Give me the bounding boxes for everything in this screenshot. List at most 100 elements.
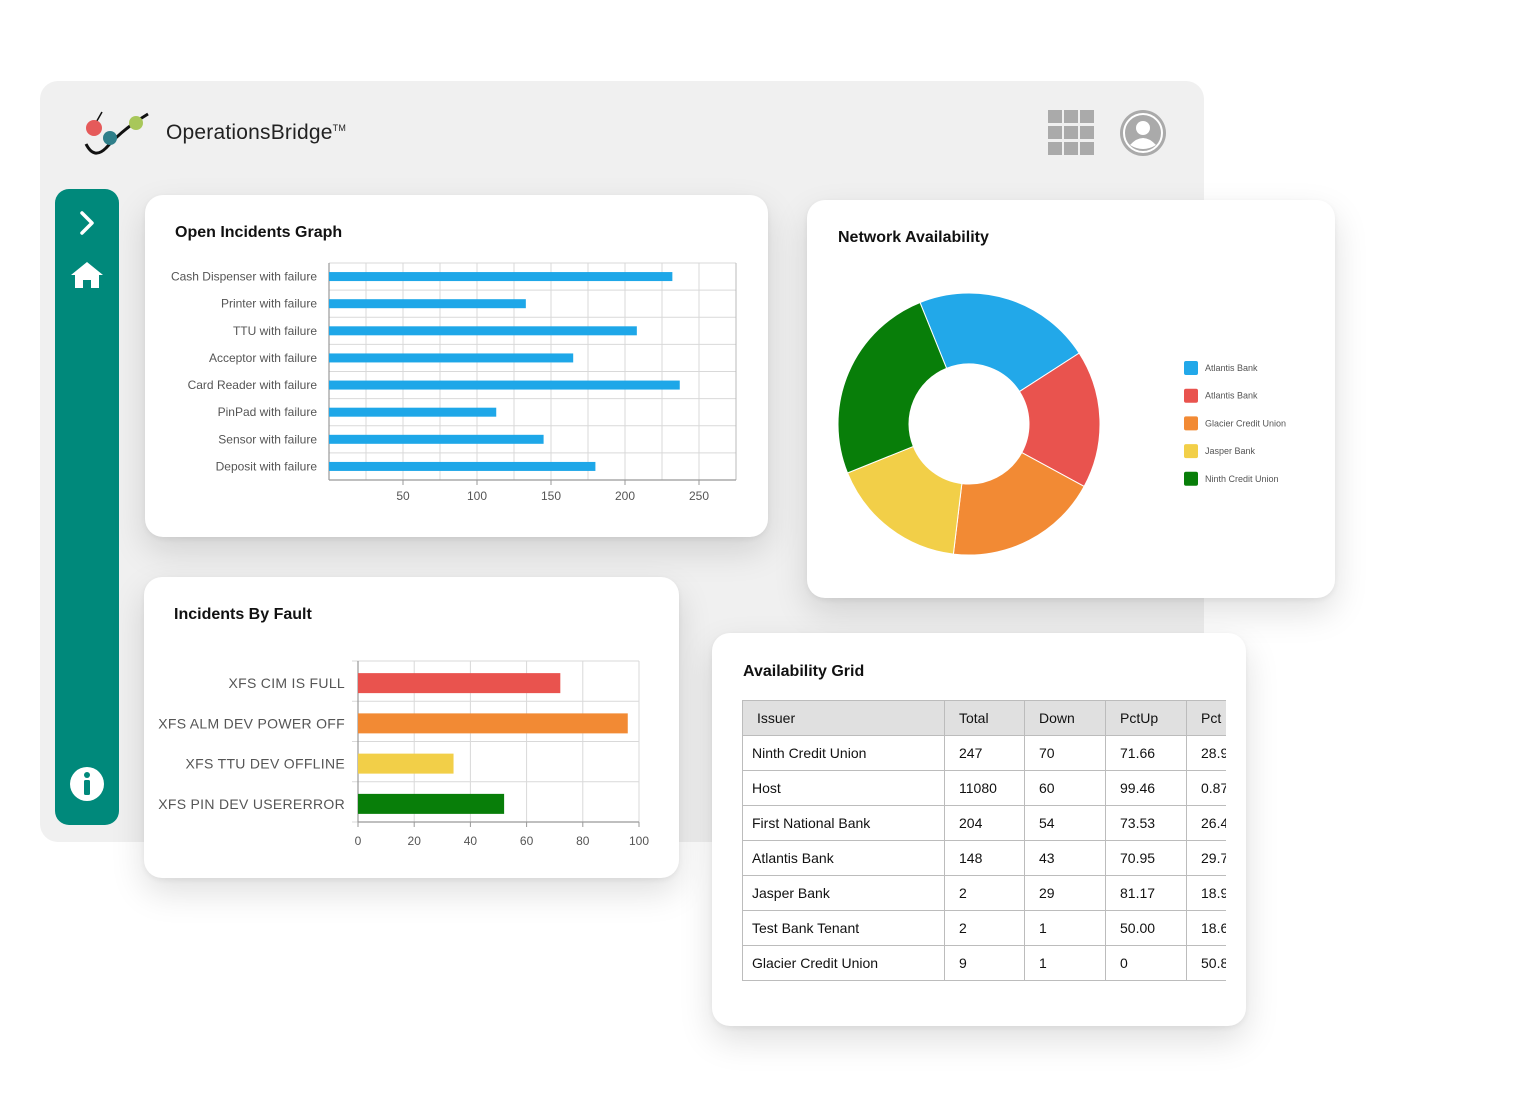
table-cell: 204 <box>944 805 1025 841</box>
table-cell: 18.6 <box>1186 910 1226 946</box>
table-row[interactable]: First National Bank 204 54 73.53 26.4 <box>742 805 1226 841</box>
tick-label: 80 <box>576 834 590 848</box>
open-incidents-chart: Cash Dispenser with failure Printer with … <box>171 262 737 503</box>
category-label: Cash Dispenser with failure <box>171 270 317 284</box>
chevron-right-icon[interactable] <box>77 211 97 235</box>
tick-label: 20 <box>408 834 422 848</box>
table-row[interactable]: Jasper Bank 2 29 81.17 18.9 <box>742 875 1226 911</box>
tick-label: 100 <box>467 489 487 503</box>
table-cell: Atlantis Bank <box>742 840 945 876</box>
bar <box>329 461 596 471</box>
bar <box>358 793 505 814</box>
legend-swatch <box>1184 388 1198 403</box>
table-cell: 2 <box>944 910 1025 946</box>
legend-label: Glacier Credit Union <box>1205 418 1286 428</box>
availability-grid-card: Availability Grid Issuer Total Down PctU… <box>712 633 1246 1026</box>
table-cell: 18.9 <box>1186 875 1226 911</box>
network-availability-card: Network Availability Atlantis Bank Atlant… <box>807 200 1335 598</box>
card-title: Network Availability <box>838 229 989 246</box>
table-cell: 29.7 <box>1186 840 1226 876</box>
tick-label: 150 <box>541 489 561 503</box>
category-label: PinPad with failure <box>218 405 318 419</box>
table-row[interactable]: Glacier Credit Union 9 1 0 50.8 <box>742 945 1226 981</box>
category-label: XFS CIM IS FULL <box>228 675 345 691</box>
table-cell: 54 <box>1024 805 1106 841</box>
legend-swatch <box>1184 444 1198 459</box>
table-cell: 29 <box>1024 875 1106 911</box>
legend-label: Atlantis Bank <box>1205 391 1258 401</box>
legend-swatch <box>1184 361 1198 375</box>
table-cell: 1 <box>1024 910 1106 946</box>
column-header[interactable]: Pct <box>1186 700 1226 736</box>
donut-slice <box>837 301 948 474</box>
table-row[interactable]: Ninth Credit Union 247 70 71.66 28.9 <box>742 735 1226 771</box>
table-cell: First National Bank <box>742 805 945 841</box>
table-cell: 81.17 <box>1105 875 1187 911</box>
table-cell: 9 <box>944 945 1025 981</box>
home-icon[interactable] <box>70 261 104 289</box>
incidents-by-fault-chart: XFS CIM IS FULL XFS ALM DEV POWER OFF XFS … <box>158 660 649 848</box>
table-cell: 70.95 <box>1105 840 1187 876</box>
table-cell: 70 <box>1024 735 1106 771</box>
table-cell: 26.4 <box>1186 805 1226 841</box>
table-cell: 99.46 <box>1105 770 1187 806</box>
legend-label: Ninth Credit Union <box>1205 474 1279 484</box>
tick-label: 0 <box>355 834 362 848</box>
column-header[interactable]: Total <box>944 700 1025 736</box>
tick-label: 50 <box>396 489 410 503</box>
bar <box>329 326 637 336</box>
table-cell: Test Bank Tenant <box>742 910 945 946</box>
bar <box>329 353 574 363</box>
tick-label: 200 <box>615 489 635 503</box>
table-cell: 247 <box>944 735 1025 771</box>
bar <box>329 299 526 309</box>
bar <box>329 407 497 417</box>
table-cell: Ninth Credit Union <box>742 735 945 771</box>
network-availability-chart: Atlantis Bank Atlantis Bank Glacier Credit… <box>837 292 1286 556</box>
tick-label: 60 <box>520 834 534 848</box>
table-cell: 148 <box>944 840 1025 876</box>
column-header[interactable]: Issuer <box>742 700 945 736</box>
table-cell: 60 <box>1024 770 1106 806</box>
legend-label: Jasper Bank <box>1205 446 1256 456</box>
brand-logo-icon <box>84 111 149 155</box>
category-label: Card Reader with failure <box>188 378 318 392</box>
table-cell: Jasper Bank <box>742 875 945 911</box>
bar <box>329 434 544 444</box>
legend-swatch <box>1184 471 1198 486</box>
donut-slice <box>919 292 1080 393</box>
apps-grid-icon[interactable] <box>1046 108 1096 158</box>
info-icon[interactable] <box>69 766 105 802</box>
tick-label: 40 <box>464 834 478 848</box>
donut-slice <box>1018 352 1101 488</box>
table-row[interactable]: Host 11080 60 99.46 0.87 <box>742 770 1226 806</box>
legend-swatch <box>1184 416 1198 431</box>
availability-table-scroll[interactable]: Issuer Total Down PctUp Pct Ninth Credit… <box>742 700 1226 981</box>
category-label: XFS TTU DEV OFFLINE <box>186 756 345 772</box>
table-header-row: Issuer Total Down PctUp Pct <box>742 700 1226 736</box>
table-cell: 11080 <box>944 770 1025 806</box>
donut-slice <box>846 445 963 555</box>
table-cell: 50.00 <box>1105 910 1187 946</box>
column-header[interactable]: Down <box>1024 700 1106 736</box>
category-label: TTU with failure <box>233 324 317 338</box>
donut-slice <box>952 451 1085 556</box>
table-row[interactable]: Test Bank Tenant 2 1 50.00 18.6 <box>742 910 1226 946</box>
table-cell: 50.8 <box>1186 945 1226 981</box>
bar <box>358 673 561 694</box>
tick-label: 250 <box>689 489 709 503</box>
app-name: OperationsBridgeTM <box>166 121 347 144</box>
column-header[interactable]: PctUp <box>1105 700 1187 736</box>
category-label: Printer with failure <box>221 297 317 311</box>
card-title: Open Incidents Graph <box>175 224 343 241</box>
brand: OperationsBridgeTM <box>80 108 346 158</box>
category-label: XFS ALM DEV POWER OFF <box>158 715 345 731</box>
table-cell: 43 <box>1024 840 1106 876</box>
user-avatar-icon[interactable] <box>1119 109 1167 157</box>
category-label: Deposit with failure <box>216 459 318 473</box>
category-label: Acceptor with failure <box>209 351 317 365</box>
table-cell: 1 <box>1024 945 1106 981</box>
table-cell: 2 <box>944 875 1025 911</box>
table-row[interactable]: Atlantis Bank 148 43 70.95 29.7 <box>742 840 1226 876</box>
table-cell: 73.53 <box>1105 805 1187 841</box>
